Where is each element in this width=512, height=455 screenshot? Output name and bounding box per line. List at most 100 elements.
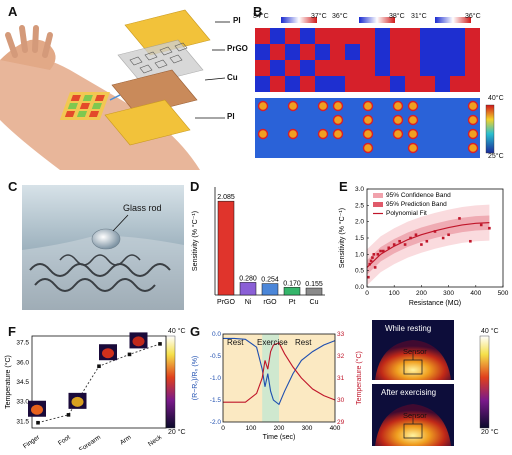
- y-tick-label: 31.5: [16, 418, 29, 425]
- heatmap-cell: [390, 76, 405, 92]
- heatmap-cell: [435, 60, 450, 76]
- heatmap-cell: [330, 44, 345, 60]
- heatmap-cell: [450, 60, 465, 76]
- category-label: Arm: [119, 434, 133, 447]
- heatmap-cell: [375, 76, 390, 92]
- thermal-inset-hotspot: [102, 348, 114, 359]
- data-point: [433, 230, 437, 233]
- heatmap-cell: [345, 76, 360, 92]
- heatmap-cell: [255, 60, 270, 76]
- g-scale-max: 40 °C: [481, 328, 499, 335]
- heatmap-cell: [405, 28, 420, 44]
- data-point: [158, 342, 162, 346]
- range-1-min: 34°C: [253, 13, 269, 20]
- panel-c: C Glass rod: [0, 175, 185, 315]
- heatmap-cell: [285, 44, 300, 60]
- panel-d-label: D: [190, 179, 200, 194]
- data-point: [382, 249, 385, 253]
- thermal-hotspot: [407, 128, 419, 140]
- heatmap-cell: [360, 60, 375, 76]
- panel-b-label: B: [253, 4, 263, 19]
- y-tick-label: 1.5: [355, 235, 364, 242]
- range-2-max: 38°C: [389, 13, 405, 20]
- data-point: [469, 239, 472, 243]
- y-tick-label: -1.0: [210, 375, 222, 382]
- thermal-hotspot: [467, 128, 479, 140]
- thermal-hotspot: [392, 100, 404, 112]
- y-tick-label: 0.5: [355, 268, 364, 275]
- heatmap-cell: [270, 44, 285, 60]
- panel-d: D 2.085 PrGO 0.280 Ni 0.254 rGO 0.170 Pt 0.155 Cu…: [185, 175, 335, 315]
- heatmap-panel: [255, 17, 495, 158]
- layer-stack: [104, 9, 211, 146]
- heatmap-cell: [330, 76, 345, 92]
- category-label: Pt: [289, 299, 296, 306]
- thermal-inset-hotspot: [31, 404, 43, 415]
- wearable-illustration: [0, 9, 230, 170]
- body-temperature-chart: 31.5 33.0 34.5 36.0 37.5 Finger Foot Forearm Arm…: [4, 332, 176, 454]
- heatmap-cell: [420, 44, 435, 60]
- layer-label-pi-top: PI: [233, 16, 241, 25]
- confidence-band: [367, 215, 490, 275]
- thermal-hotspot: [287, 100, 299, 112]
- thermal-hotspot: [467, 142, 479, 154]
- data-point: [368, 262, 372, 266]
- panel-e-label: E: [339, 179, 348, 194]
- panel-f: F 31.5 33.0 34.5 36.0 37.5 Finger Foot Forearm A…: [0, 318, 186, 454]
- category-label: Cu: [310, 299, 319, 306]
- thermal-title-top: While resting: [385, 324, 432, 333]
- thermal-hotspot: [407, 142, 419, 154]
- thermal-hotspot: [317, 100, 329, 112]
- data-point: [441, 236, 445, 240]
- heatmap-cell: [255, 76, 270, 92]
- scale-min: 25°C: [488, 153, 504, 160]
- thermal-hotspot: [317, 128, 329, 140]
- heatmap-cell: [360, 44, 375, 60]
- panel-c-label: C: [8, 179, 18, 194]
- thermal-hotspot: [392, 128, 404, 140]
- heatmap-cell: [255, 28, 270, 44]
- heatmap-cell: [330, 28, 345, 44]
- bar-rgo: [261, 283, 279, 296]
- bar-value-label: 0.280: [239, 275, 257, 282]
- y-right-tick-label: 33: [337, 331, 345, 338]
- heatmap-cell: [375, 28, 390, 44]
- heatmap-cell: [315, 28, 330, 44]
- y-axis-label: Temperature (°C): [4, 355, 12, 409]
- panel-a: A PI PrGO Cu PI: [0, 0, 250, 170]
- category-label: Forearm: [78, 434, 102, 450]
- heatmap-cell: [435, 76, 450, 92]
- bar-value-label: 0.155: [305, 281, 323, 288]
- thermal-hotspot: [332, 100, 344, 112]
- data-point: [36, 420, 40, 425]
- data-point: [373, 266, 377, 269]
- y-right-tick-label: 30: [337, 397, 345, 404]
- heatmap-cell: [315, 44, 330, 60]
- x-tick-label: 200: [274, 425, 285, 432]
- heatmap-cell: [360, 28, 375, 44]
- y-axis-label: Sensitivity (% °C⁻¹): [338, 208, 346, 268]
- bar-value-label: 2.085: [217, 194, 235, 201]
- data-point: [458, 217, 461, 220]
- data-point: [420, 243, 423, 246]
- polynomial-fit-line: [366, 222, 490, 268]
- data-point: [372, 253, 376, 256]
- data-point: [479, 223, 483, 227]
- sensor-array: [59, 92, 110, 120]
- layer-label-pi-bottom: PI: [227, 112, 235, 121]
- category-label: Neck: [147, 433, 164, 448]
- panel-g: G 0 100 200 300 400 0.0 -0.5 -1.0 -1.5 -2.0 29 30 31…: [185, 318, 512, 450]
- heatmap-cell: [300, 44, 315, 60]
- legend-swatch: [373, 193, 383, 198]
- category-label: Finger: [22, 433, 42, 450]
- thermal-hotspot: [362, 100, 374, 112]
- x-tick-label: 0: [365, 290, 369, 297]
- y-tick-label: 34.5: [16, 379, 29, 386]
- data-point: [367, 275, 370, 279]
- panel-f-label: F: [8, 324, 16, 339]
- thermal-hotspot: [407, 100, 419, 112]
- phase-rest-2: Rest: [295, 338, 312, 347]
- resistance-series-line: [223, 337, 336, 406]
- heatmap-cell: [270, 60, 285, 76]
- heatmap-cell: [345, 44, 360, 60]
